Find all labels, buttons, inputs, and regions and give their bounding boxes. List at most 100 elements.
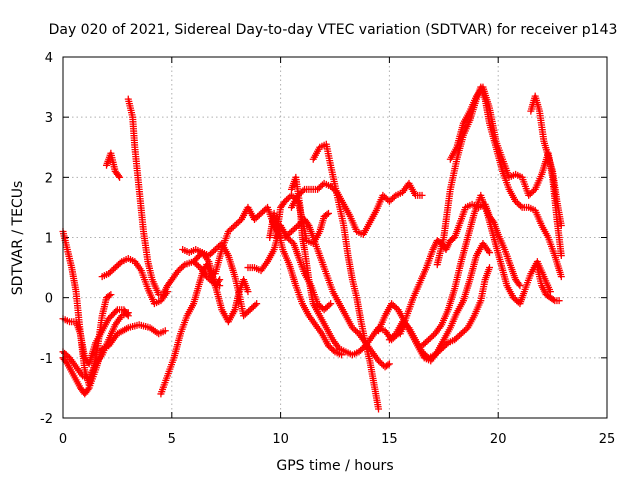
x-tick-label: 20 — [490, 432, 507, 447]
data-point — [284, 194, 292, 202]
chart-title: Day 020 of 2021, Sidereal Day-to-day VTE… — [49, 22, 618, 38]
data-point — [387, 196, 395, 204]
data-point — [452, 334, 460, 342]
data-point — [289, 226, 297, 234]
x-tick-label: 25 — [599, 432, 616, 447]
data-point — [203, 273, 211, 281]
data-point — [116, 173, 124, 181]
data-point — [108, 267, 116, 275]
data-point — [61, 349, 69, 357]
y-tick-label: 1 — [45, 232, 53, 247]
data-point — [421, 339, 429, 347]
data-point — [322, 304, 330, 312]
data-point — [234, 218, 242, 226]
series-track-23 — [446, 83, 565, 260]
data-point — [326, 343, 334, 351]
data-point — [525, 191, 533, 199]
data-point — [62, 358, 70, 366]
data-point — [114, 261, 122, 269]
y-tick-label: 2 — [45, 171, 53, 186]
data-point — [241, 310, 249, 318]
data-point — [105, 270, 113, 278]
y-tick-label: -2 — [40, 412, 53, 427]
data-point — [515, 200, 523, 208]
data-point — [161, 327, 169, 335]
y-tick-label: 4 — [45, 51, 53, 66]
series-track-26 — [59, 309, 132, 383]
series-track-19 — [375, 240, 493, 365]
data-point — [418, 342, 426, 350]
data-point — [352, 327, 360, 335]
data-point — [325, 301, 333, 309]
series-track-17 — [309, 140, 383, 413]
data-point — [389, 301, 397, 309]
data-point — [323, 303, 331, 311]
data-point — [255, 211, 263, 219]
data-point — [528, 188, 536, 196]
data-point — [355, 348, 363, 356]
data-point — [283, 196, 291, 204]
y-tick-label: -1 — [40, 352, 53, 367]
data-point — [112, 307, 120, 315]
data-point — [283, 232, 291, 240]
series-track-13 — [287, 179, 426, 238]
data-point — [376, 358, 384, 366]
data-point — [233, 220, 241, 228]
data-point — [253, 300, 261, 308]
data-point — [243, 309, 251, 317]
data-point — [530, 187, 538, 195]
data-point — [296, 220, 304, 228]
data-point — [287, 191, 295, 199]
plot-frame — [62, 56, 608, 419]
data-point — [317, 303, 325, 311]
data-point — [281, 197, 289, 205]
series-track-2 — [59, 321, 169, 398]
data-point — [292, 223, 300, 231]
data-point — [259, 208, 267, 216]
data-point — [418, 191, 426, 199]
data-point — [257, 209, 265, 217]
data-point — [323, 210, 331, 218]
data-point — [426, 334, 434, 342]
data-point — [315, 184, 323, 192]
data-point — [460, 327, 468, 335]
data-point — [206, 250, 214, 258]
data-point — [245, 307, 253, 315]
series-track-15 — [266, 209, 346, 359]
y-axis-label: SDTVAR / TECUs — [10, 181, 26, 296]
data-point — [388, 300, 396, 308]
data-point — [350, 325, 358, 333]
data-point — [382, 194, 390, 202]
data-point — [451, 336, 459, 344]
data-point — [105, 292, 113, 300]
data-point — [286, 237, 294, 245]
data-point — [557, 252, 565, 260]
data-point — [385, 336, 393, 344]
data-point — [526, 190, 534, 198]
data-point — [320, 306, 328, 314]
data-point — [228, 224, 236, 232]
data-point — [224, 227, 232, 235]
data-point — [385, 197, 393, 205]
data-point — [284, 230, 292, 238]
data-point — [248, 304, 256, 312]
data-point — [244, 288, 252, 296]
data-point — [254, 212, 262, 220]
series-track-9 — [190, 249, 252, 326]
data-point — [462, 325, 470, 333]
data-point — [215, 243, 223, 251]
series-track-5 — [103, 149, 124, 181]
data-point — [294, 221, 302, 229]
x-tick-label: 15 — [381, 432, 398, 447]
data-point — [288, 238, 296, 246]
data-point — [178, 264, 186, 272]
data-point — [291, 224, 299, 232]
data-point — [114, 172, 122, 180]
data-point — [513, 199, 521, 207]
data-point — [328, 345, 336, 353]
data-point — [512, 197, 520, 205]
data-point — [229, 223, 237, 231]
data-point — [324, 209, 332, 217]
data-point — [216, 276, 224, 284]
data-point — [387, 334, 395, 342]
